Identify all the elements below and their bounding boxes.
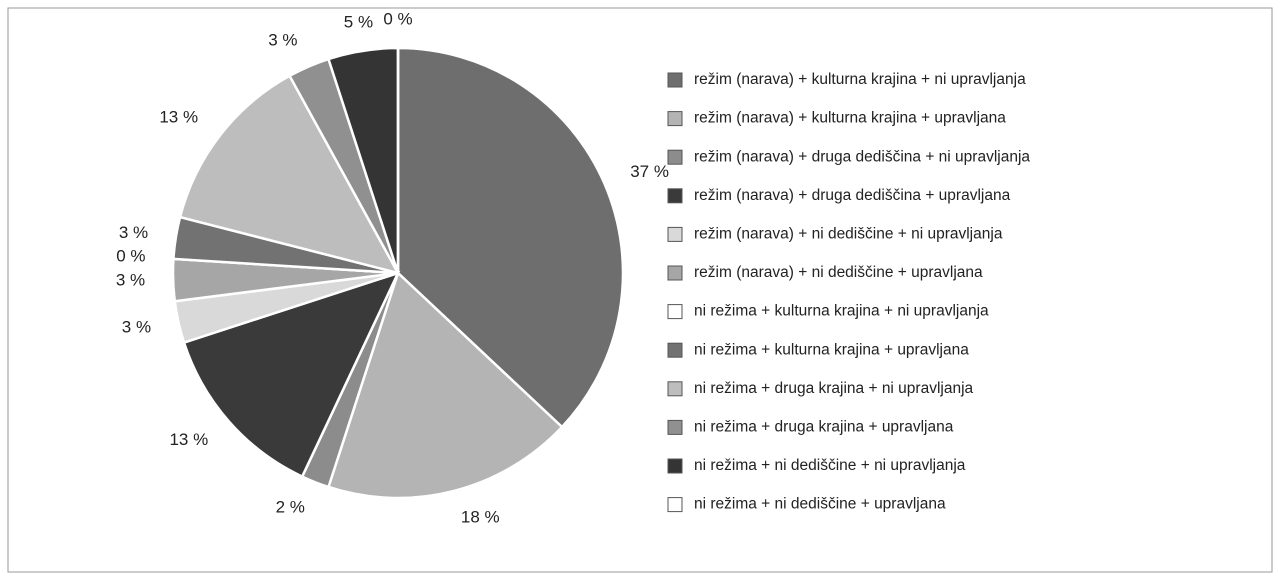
legend-swatch [667, 497, 683, 513]
data-label: 0 % [116, 247, 145, 266]
data-label: 3 % [122, 318, 151, 337]
data-label: 13 % [159, 107, 198, 126]
legend-label: režim (narava) + druga dediščina + uprav… [694, 187, 1011, 204]
legend-swatch [667, 381, 683, 397]
legend-label: režim (narava) + druga dediščina + ni up… [694, 148, 1030, 165]
pie-slice [396, 46, 625, 429]
legend-label: ni režima + ni dediščine + upravljana [694, 496, 946, 513]
legend-swatch [667, 265, 683, 281]
data-label: 3 % [119, 223, 148, 242]
legend-label: ni režima + druga krajina + upravljana [694, 418, 954, 435]
pie-slice [182, 270, 401, 479]
legend-swatch [667, 342, 683, 358]
legend-label: ni režima + kulturna krajina + ni upravl… [694, 303, 989, 320]
legend-label: ni režima + ni dediščine + ni upravljanj… [694, 457, 966, 474]
legend-label: ni režima + kulturna krajina + upravljan… [694, 341, 969, 358]
legend-label: režim (narava) + kulturna krajina + upra… [694, 110, 1006, 127]
data-label: 37 % [630, 162, 669, 181]
legend-swatch [667, 111, 683, 127]
legend-label: režim (narava) + ni dediščine + ni uprav… [694, 225, 1003, 242]
data-label: 3 % [268, 30, 297, 49]
data-label: 13 % [169, 430, 208, 449]
legend-label: ni režima + druga krajina + ni upravljan… [694, 380, 974, 397]
legend-swatch [667, 149, 683, 165]
data-label: 3 % [116, 270, 145, 289]
data-label: 18 % [461, 508, 500, 527]
legend-swatch [667, 226, 683, 242]
legend-swatch [667, 72, 683, 88]
legend-swatch [667, 304, 683, 320]
legend-swatch [667, 188, 683, 204]
data-label: 5 % [344, 13, 373, 32]
data-label: 2 % [276, 498, 305, 517]
legend-label: režim (narava) + ni dediščine + upravlja… [694, 264, 983, 281]
pie-slice [178, 74, 401, 275]
legend-swatch [667, 419, 683, 435]
legend-swatch [667, 458, 683, 474]
legend-label: režim (narava) + kulturna krajina + ni u… [694, 71, 1026, 88]
pie-slice [326, 270, 564, 500]
data-label: 0 % [383, 9, 412, 28]
